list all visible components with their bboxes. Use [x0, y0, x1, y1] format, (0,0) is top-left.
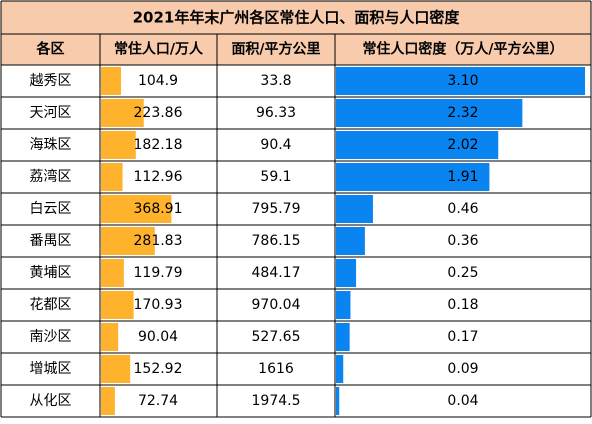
density-bar: [336, 387, 340, 415]
density-value: 0.25: [447, 265, 478, 281]
density-value: 2.32: [447, 105, 478, 121]
population-value: 119.79: [134, 265, 183, 281]
column-header-0: 各区: [36, 41, 65, 58]
title-band: [1, 1, 591, 34]
density-value: 0.04: [447, 393, 478, 409]
district-label: 海珠区: [30, 137, 72, 153]
population-value: 182.18: [134, 137, 183, 153]
population-value: 90.04: [138, 329, 178, 345]
population-value: 170.93: [134, 297, 183, 313]
district-label: 天河区: [30, 105, 72, 121]
density-value: 1.91: [447, 169, 478, 185]
density-bar: [336, 291, 351, 319]
density-value: 0.09: [447, 361, 478, 377]
density-bar: [336, 195, 373, 223]
population-bar: [101, 227, 155, 255]
area-value: 786.15: [252, 233, 301, 249]
header-band: [1, 34, 591, 65]
population-bar: [101, 99, 144, 127]
district-label: 荔湾区: [30, 168, 72, 185]
density-value: 2.02: [447, 137, 478, 153]
population-value: 223.86: [134, 105, 183, 121]
population-bar: [101, 163, 123, 191]
column-header-3: 常住人口密度（万人/平方公里）: [362, 41, 563, 58]
area-value: 527.65: [252, 329, 301, 345]
density-value: 0.36: [447, 233, 478, 249]
chart-title: 2021年年末广州各区常住人口、面积与人口密度: [133, 9, 461, 27]
density-bar: [336, 355, 344, 383]
density-bar: [336, 259, 357, 287]
area-value: 33.8: [260, 73, 291, 89]
population-value: 281.83: [134, 233, 183, 249]
population-bar: [101, 387, 115, 415]
density-bar: [336, 131, 499, 159]
district-label: 越秀区: [30, 73, 72, 89]
density-bar: [336, 99, 523, 127]
area-value: 970.04: [252, 297, 301, 313]
column-header-1: 常住人口/万人: [114, 41, 204, 58]
population-value: 368.91: [134, 201, 183, 217]
area-value: 795.79: [252, 201, 301, 217]
district-label: 从化区: [30, 393, 72, 409]
column-header-2: 面积/平方公里: [231, 41, 320, 58]
population-bar: [101, 259, 124, 287]
density-bar: [336, 227, 365, 255]
district-label: 南沙区: [30, 329, 72, 345]
density-value: 0.18: [447, 297, 478, 313]
density-value: 0.17: [447, 329, 478, 345]
population-bar: [101, 291, 134, 319]
area-value: 90.4: [260, 137, 291, 153]
population-bar: [101, 355, 131, 383]
population-value: 152.92: [134, 361, 183, 377]
population-value: 72.74: [138, 393, 178, 409]
density-value: 0.46: [447, 201, 478, 217]
density-value: 3.10: [447, 73, 478, 89]
district-label: 黄埔区: [30, 264, 72, 281]
population-bar: [101, 195, 172, 223]
district-label: 花都区: [30, 297, 72, 313]
density-bar: [336, 163, 490, 191]
area-value: 59.1: [260, 169, 291, 185]
density-bar: [336, 67, 585, 95]
district-label: 番禺区: [30, 233, 72, 249]
population-value: 104.9: [138, 73, 178, 89]
population-value: 112.96: [134, 169, 183, 185]
district-label: 白云区: [30, 201, 72, 217]
area-value: 484.17: [252, 265, 301, 281]
density-bar: [336, 323, 350, 351]
area-value: 1974.5: [252, 393, 301, 409]
area-value: 96.33: [256, 105, 296, 121]
population-bar: [101, 67, 122, 95]
population-bar: [101, 131, 136, 159]
population-bar: [101, 323, 119, 351]
district-label: 增城区: [30, 361, 72, 377]
area-value: 1616: [258, 361, 294, 377]
